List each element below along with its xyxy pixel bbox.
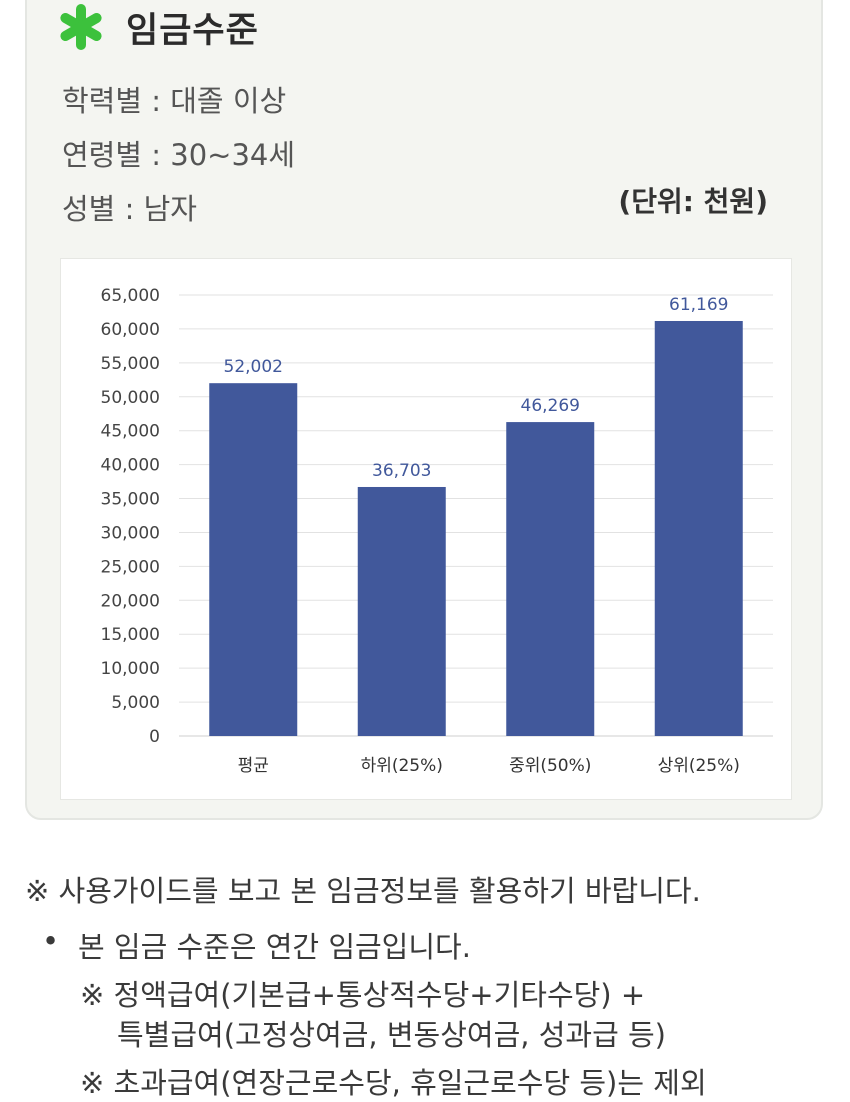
y-tick-label: 20,000 — [101, 591, 160, 611]
data-label: 46,269 — [521, 396, 580, 416]
y-tick-label: 30,000 — [101, 523, 160, 543]
y-tick-label: 55,000 — [101, 354, 160, 374]
chart-svg: 0 5,000 10,000 15,000 20,000 25,000 30,000 35,0… — [101, 286, 773, 776]
bar — [506, 422, 595, 736]
excluded-note: ※ 초과급여(연장근로수당, 휴일근로수당 등)는 제외 — [80, 1066, 707, 1100]
age-filter: 연령별 : 30~34세 — [62, 138, 296, 172]
x-tick-label: 하위(25%) — [361, 756, 443, 776]
y-tick-label: 50,000 — [101, 388, 160, 408]
annual-note: 본 임금 수준은 연간 임금입니다. — [78, 930, 471, 964]
y-tick-label: 40,000 — [101, 456, 160, 476]
guide-note: ※ 사용가이드를 보고 본 임금정보를 활용하기 바랍니다. — [25, 874, 701, 908]
data-label: 52,002 — [224, 357, 283, 377]
y-tick-label: 15,000 — [101, 625, 160, 645]
x-tick-label: 평균 — [238, 756, 269, 776]
y-tick-label: 25,000 — [101, 557, 160, 577]
data-label: 61,169 — [669, 295, 728, 315]
section-title: 임금수준 — [126, 10, 259, 51]
education-filter: 학력별 : 대졸 이상 — [62, 84, 287, 118]
y-tick-label: 60,000 — [101, 320, 160, 340]
y-tick-label: 10,000 — [101, 659, 160, 679]
bar — [209, 383, 298, 736]
x-tick-label: 상위(25%) — [658, 756, 740, 776]
green-asterisk-icon — [60, 4, 102, 50]
gender-filter: 성별 : 남자 — [62, 192, 197, 226]
y-tick-label: 65,000 — [101, 286, 160, 306]
y-tick-label: 5,000 — [111, 693, 160, 713]
bullet-icon: • — [42, 924, 60, 958]
unit-label: (단위: 천원) — [618, 185, 768, 218]
y-tick-label: 0 — [149, 727, 160, 747]
included-note-line1: ※ 정액급여(기본급+통상적수당+기타수당) + — [80, 978, 646, 1012]
bar — [357, 486, 446, 736]
x-tick-label: 중위(50%) — [509, 756, 591, 776]
wage-bar-chart: 0 5,000 10,000 15,000 20,000 25,000 30,000 35,0… — [60, 258, 792, 800]
y-tick-label: 45,000 — [101, 422, 160, 442]
bar — [654, 320, 743, 736]
y-tick-label: 35,000 — [101, 490, 160, 510]
data-label: 36,703 — [372, 461, 431, 481]
section-header: 임금수준 — [58, 2, 259, 52]
included-note-line2: 특별급여(고정상여금, 변동상여금, 성과급 등) — [117, 1018, 666, 1052]
